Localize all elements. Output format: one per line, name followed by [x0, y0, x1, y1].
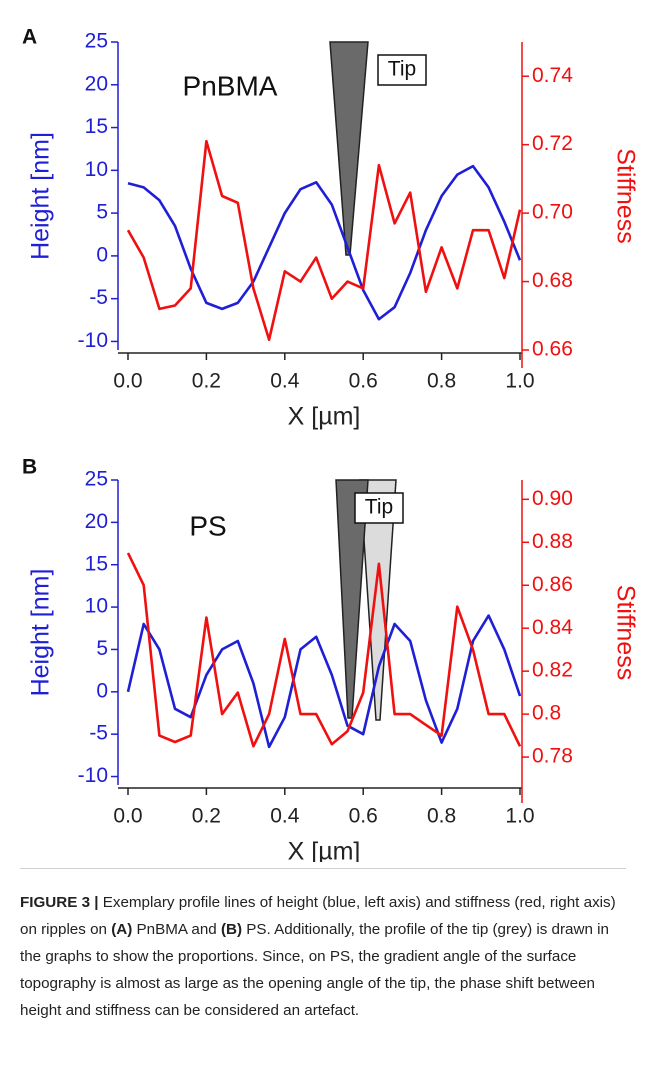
x-tick-label: 0.0 [113, 370, 142, 393]
y2-tick-label: 0.74 [532, 64, 573, 87]
x-axis-title: X [µm] [288, 403, 361, 431]
caption-text: Exemplary profile lines of height (blue,… [20, 894, 616, 938]
caption-text: (A) [111, 921, 133, 938]
y2-tick-label: 0.84 [532, 616, 573, 639]
series-line [127, 164, 522, 321]
y2-tick-label: 0.90 [532, 487, 573, 510]
y-tick-label: 15 [85, 552, 108, 575]
y-tick-label: -5 [89, 722, 108, 745]
caption-text: (B) [220, 921, 243, 938]
x-tick-label: 0.2 [192, 370, 221, 393]
y2-tick-label: 0.72 [532, 132, 573, 155]
y2-tick-label: 0.78 [532, 745, 573, 768]
tip-label: Tip [365, 496, 393, 519]
figure: Stiffness Height [nm] X [µm] 1.0 0.8 0.6 0.4 0.… [22, 26, 639, 862]
y-tick-label: 20 [85, 72, 108, 95]
y2-tick-label: 0.86 [532, 573, 573, 596]
y-tick-label: 25 [85, 30, 108, 53]
tip-shape [329, 41, 369, 256]
y-axis-title: Height [nm] [27, 132, 55, 260]
y2-tick-label: 0.66 [532, 338, 573, 361]
caption-text: PnBMA and [132, 921, 221, 938]
y-tick-label: 5 [96, 201, 108, 224]
y-tick-label: -10 [78, 329, 108, 352]
y-tick-label: 10 [85, 595, 108, 618]
x-tick-label: 0.2 [192, 805, 221, 828]
annotation: PS [189, 510, 226, 541]
tip-label-box [354, 492, 404, 524]
series-line [126, 552, 522, 748]
y2-axis-title: Stiffness [611, 148, 639, 243]
y2-tick-label: 0.8 [532, 702, 561, 725]
y-tick-label: -10 [78, 764, 108, 787]
y-tick-label: 5 [96, 637, 108, 660]
x-tick-label: 0.4 [270, 805, 300, 828]
x-tick-label: 1.0 [505, 370, 534, 393]
caption-text: PS. Additionally, the profile of the tip… [20, 921, 609, 1019]
caption: FIGURE 3 | Exemplary profile lines of he… [20, 868, 626, 1024]
y-tick-label: 15 [85, 115, 108, 138]
y-tick-label: 25 [85, 468, 108, 491]
x-tick-label: 0.8 [427, 805, 456, 828]
x-tick-label: 0.6 [349, 805, 378, 828]
x-axis-title: X [µm] [288, 838, 361, 862]
x-tick-label: 1.0 [505, 805, 534, 828]
series-line [126, 139, 522, 341]
y2-axis-title: Stiffness [611, 585, 639, 680]
x-tick-label: 0.0 [113, 805, 142, 828]
y-tick-label: 10 [85, 158, 108, 181]
x-tick-label: 0.4 [270, 370, 300, 393]
x-tick-label: 0.6 [349, 370, 378, 393]
tip-label-box [377, 54, 427, 86]
panel-label: A [22, 26, 37, 49]
annotation: PnBMA [183, 70, 278, 101]
y2-tick-label: 0.68 [532, 269, 573, 292]
y2-tick-label: 0.70 [532, 201, 573, 224]
caption-label: FIGURE 3 | [20, 894, 99, 911]
y2-tick-label: 0.82 [532, 659, 573, 682]
y-tick-label: -5 [89, 286, 108, 309]
y-axis-title: Height [nm] [27, 569, 55, 697]
panel-label: B [22, 456, 37, 479]
y2-tick-label: 0.88 [532, 530, 573, 553]
y-tick-label: 0 [96, 243, 108, 266]
y-tick-label: 20 [85, 510, 108, 533]
x-tick-label: 0.8 [427, 370, 456, 393]
y-tick-label: 0 [96, 679, 108, 702]
tip-label: Tip [388, 58, 416, 81]
